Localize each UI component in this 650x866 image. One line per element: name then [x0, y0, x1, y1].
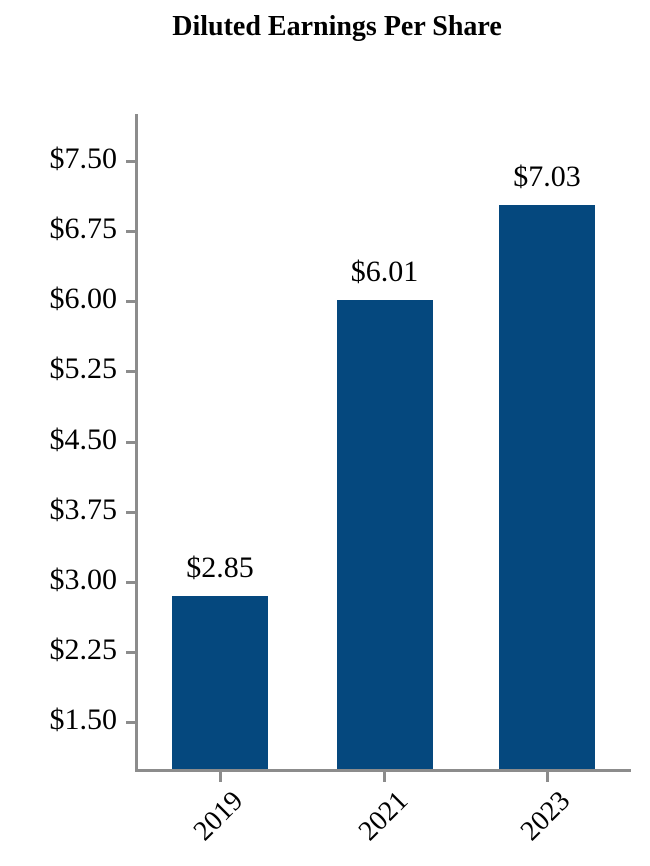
bar-value-label: $7.03 — [513, 159, 581, 193]
y-tick-mark — [126, 300, 136, 304]
bar-2023 — [499, 204, 595, 769]
x-tick-label: 2021 — [352, 785, 414, 847]
bar-2021 — [336, 300, 433, 769]
bar-value-label: $2.85 — [186, 550, 254, 584]
y-tick-label: $6.75 — [49, 212, 118, 246]
y-tick-label: $4.50 — [49, 422, 118, 456]
y-tick-label: $6.00 — [49, 282, 118, 316]
x-tick-mark — [545, 772, 549, 782]
y-tick-mark — [126, 370, 136, 374]
y-tick-mark — [126, 721, 136, 724]
x-tick-label: 2019 — [187, 785, 250, 847]
y-tick-mark — [126, 510, 136, 514]
x-tick-label: 2023 — [514, 785, 577, 847]
y-tick-mark — [126, 440, 136, 444]
y-tick-label: $7.50 — [49, 142, 118, 175]
y-tick-label: $1.50 — [49, 703, 118, 736]
y-tick-label: $3.00 — [49, 562, 118, 596]
x-tick-mark — [218, 772, 222, 782]
bar-value-label: $6.01 — [350, 255, 419, 289]
y-tick-mark — [126, 650, 136, 654]
bar-2019 — [172, 595, 268, 769]
chart-title: Diluted Earnings Per Share — [172, 11, 502, 42]
y-tick-label: $5.25 — [49, 352, 118, 386]
y-tick-mark — [126, 230, 136, 234]
plot-area — [135, 114, 631, 772]
x-tick-mark — [383, 772, 386, 782]
y-tick-mark — [126, 160, 136, 163]
y-tick-label: $2.25 — [49, 632, 118, 666]
y-tick-label: $3.75 — [49, 492, 118, 526]
y-tick-mark — [126, 580, 136, 584]
